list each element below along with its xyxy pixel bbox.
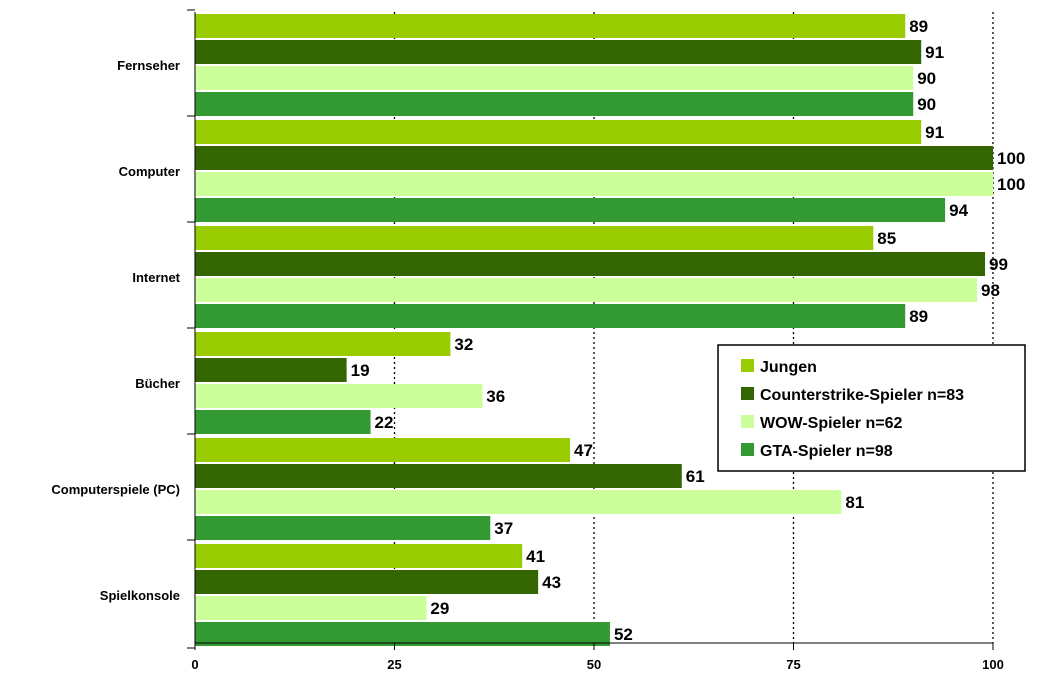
category-label: Fernseher — [117, 58, 180, 73]
data-label: 89 — [909, 307, 928, 326]
data-label: 85 — [877, 229, 896, 248]
category-labels: Fernseher Computer Internet Bücher Computers… — [51, 58, 180, 603]
axes — [187, 9, 994, 650]
legend-swatch — [741, 387, 754, 400]
data-label: 61 — [686, 467, 705, 486]
data-label: 81 — [845, 493, 864, 512]
data-label: 52 — [614, 625, 633, 644]
x-tick-label: 25 — [387, 657, 401, 672]
legend-swatch — [741, 443, 754, 456]
legend-box — [717, 344, 1026, 472]
bar — [195, 410, 371, 434]
bar — [195, 332, 451, 356]
legend-label: GTA-Spieler n=98 — [760, 443, 893, 460]
bar — [195, 622, 610, 646]
bar — [195, 570, 539, 594]
bar — [195, 252, 986, 276]
data-label: 32 — [454, 335, 473, 354]
bar — [195, 358, 347, 382]
bar — [195, 66, 914, 90]
data-label: 99 — [989, 255, 1008, 274]
legend-label: Jungen — [760, 359, 817, 376]
bar — [195, 516, 491, 540]
data-label: 94 — [949, 201, 968, 220]
data-label: 22 — [375, 413, 394, 432]
data-label: 91 — [925, 43, 944, 62]
x-tick-label: 100 — [982, 657, 1004, 672]
category-label: Internet — [132, 270, 180, 285]
category-label: Bücher — [135, 376, 180, 391]
bar — [195, 464, 682, 488]
data-label: 90 — [917, 69, 936, 88]
bar — [195, 596, 427, 620]
data-label: 43 — [542, 573, 561, 592]
data-label: 100 — [997, 175, 1025, 194]
bar — [195, 304, 906, 328]
category-label: Spielkonsole — [100, 588, 180, 603]
legend-label: WOW-Spieler n=62 — [760, 415, 902, 432]
category-label: Computer — [119, 164, 180, 179]
data-label: 47 — [574, 441, 593, 460]
tick-labels: 0 25 50 75 100 — [191, 657, 1003, 672]
data-label: 29 — [430, 599, 449, 618]
legend: Jungen Counterstrike-Spieler n=83 WOW-Spie… — [717, 344, 1026, 472]
data-label: 37 — [494, 519, 513, 538]
data-label: 89 — [909, 17, 928, 36]
bar — [195, 172, 993, 196]
data-label: 19 — [351, 361, 370, 380]
bar — [195, 544, 523, 568]
bar — [195, 278, 978, 302]
data-label: 90 — [917, 95, 936, 114]
bar — [195, 198, 946, 222]
bar — [195, 40, 922, 64]
bar — [195, 490, 842, 514]
bar — [195, 146, 993, 170]
legend-swatch — [741, 415, 754, 428]
data-label: 36 — [486, 387, 505, 406]
bar — [195, 226, 874, 250]
bar — [195, 14, 906, 38]
legend-swatch — [741, 359, 754, 372]
x-tick-label: 50 — [587, 657, 601, 672]
legend-label: Counterstrike-Spieler n=83 — [760, 387, 964, 404]
data-label: 100 — [997, 149, 1025, 168]
category-label: Computerspiele (PC) — [51, 482, 180, 497]
value-labels: 89 91 90 90 91 100 100 94 85 99 98 89 32 19 36 22 47 61 81… — [351, 17, 1026, 644]
bar — [195, 120, 922, 144]
data-label: 98 — [981, 281, 1000, 300]
data-label: 91 — [925, 123, 944, 142]
bar — [195, 438, 571, 462]
x-tick-label: 75 — [786, 657, 800, 672]
bar — [195, 92, 914, 116]
bar — [195, 384, 483, 408]
x-tick-label: 0 — [191, 657, 198, 672]
data-label: 41 — [526, 547, 545, 566]
bars — [195, 14, 993, 646]
